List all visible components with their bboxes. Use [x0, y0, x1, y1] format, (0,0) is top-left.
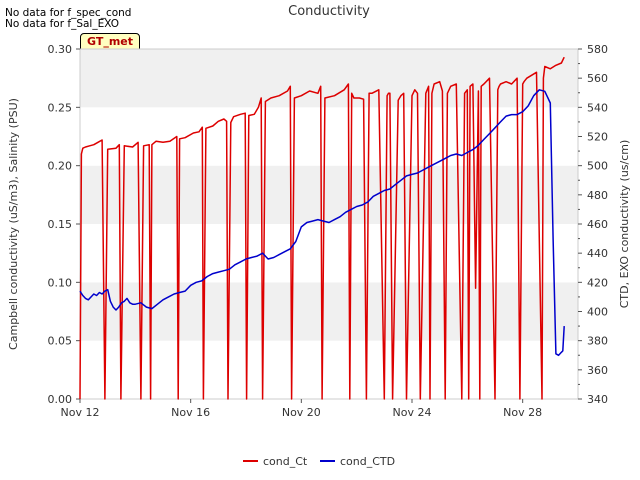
y-left-tick-label: 0.10 [48, 276, 73, 289]
y-right-tick-label: 500 [587, 160, 608, 173]
y-right-tick-label: 380 [587, 335, 608, 348]
legend-label-cond-CTD: cond_CTD [340, 455, 395, 468]
y-left-tick-label: 0.00 [48, 393, 73, 406]
legend-label-cond-Ct: cond_Ct [263, 455, 308, 468]
y-right-tick-label: 540 [587, 101, 608, 114]
station-badge: GT_met [80, 33, 141, 50]
no-data-note-sal-exo: No data for f_Sal_EXO [5, 18, 120, 30]
grid-band [80, 49, 578, 108]
grid-band [80, 282, 578, 341]
y-right-tick-label: 580 [587, 43, 608, 56]
grid-band [80, 107, 578, 166]
series-line-cond-CTD [79, 89, 565, 357]
grid-band [80, 340, 578, 399]
y-right-axis-label: CTD, EXO conductivity (us/cm) [618, 140, 631, 309]
y-left-tick-label: 0.25 [48, 101, 73, 114]
chart-title: Conductivity [288, 4, 370, 19]
y-right-tick-label: 480 [587, 189, 608, 202]
grid-band [80, 224, 578, 283]
no-data-note-spec-cond: No data for f_spec_cond [5, 7, 132, 19]
x-tick-label: Nov 20 [282, 406, 321, 419]
y-left-axis-label: Campbell conductivity (uS/m3), Salinity … [7, 98, 20, 350]
y-right-tick-label: 360 [587, 364, 608, 377]
y-right-tick-label: 520 [587, 131, 608, 144]
y-left-tick-label: 0.15 [48, 218, 73, 231]
y-right-tick-label: 560 [587, 72, 608, 85]
x-tick-label: Nov 12 [61, 406, 100, 419]
y-right-tick-label: 460 [587, 218, 608, 231]
x-tick-label: Nov 24 [393, 406, 432, 419]
y-left-tick-label: 0.05 [48, 335, 73, 348]
y-right-tick-label: 400 [587, 306, 608, 319]
grid-band [80, 165, 578, 224]
x-tick-label: Nov 28 [503, 406, 542, 419]
y-right-tick-label: 440 [587, 247, 608, 260]
y-left-tick-label: 0.30 [48, 43, 73, 56]
y-right-tick-label: 420 [587, 276, 608, 289]
series-line-cond-Ct [79, 56, 565, 400]
x-tick-label: Nov 16 [171, 406, 210, 419]
y-right-tick-label: 340 [587, 393, 608, 406]
y-left-tick-label: 0.20 [48, 160, 73, 173]
